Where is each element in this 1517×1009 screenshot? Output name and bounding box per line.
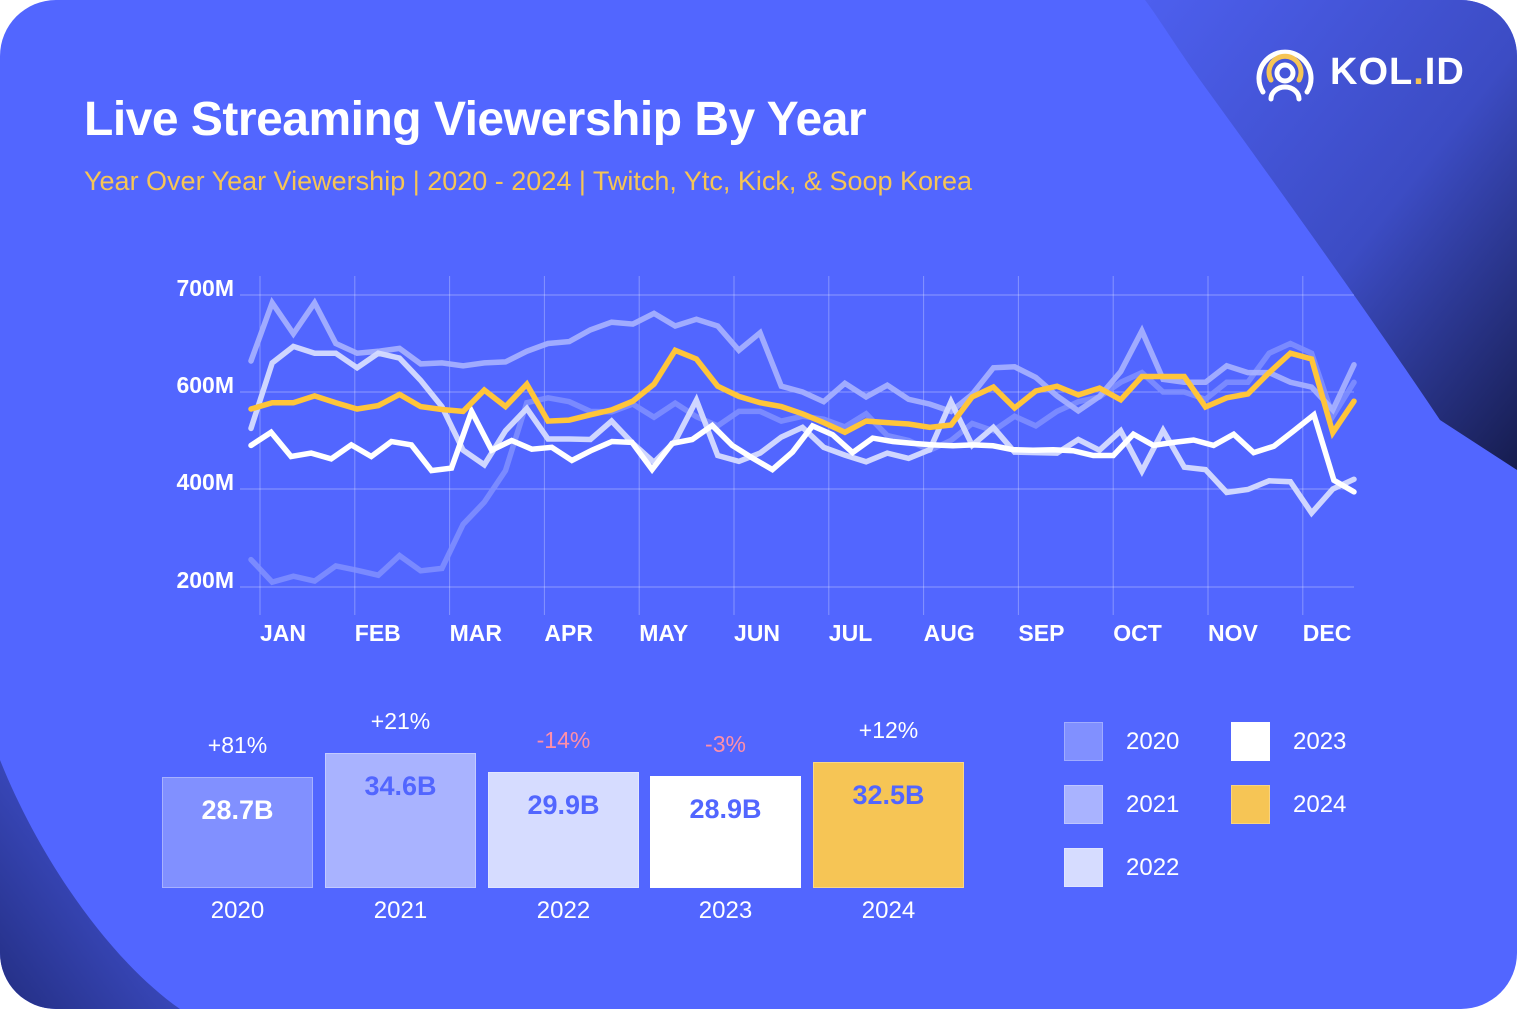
legend-swatch — [1064, 785, 1103, 824]
bar-change-label: +81% — [207, 732, 268, 758]
bar-category-label: 2020 — [210, 897, 265, 924]
x-tick-label: OCT — [1113, 620, 1162, 646]
bar-change-label: +12% — [858, 716, 919, 743]
legend-label: 2021 — [1126, 790, 1180, 818]
broadcast-person-icon — [1256, 49, 1314, 102]
top-right-curl — [1145, 0, 1517, 470]
bar-category-label: 2024 — [861, 897, 916, 924]
x-tick-label: APR — [544, 620, 593, 646]
bar-category-label: 2022 — [536, 897, 591, 924]
bar-value-label: 32.5B — [852, 779, 925, 810]
brand-logo[interactable]: KOL.ID — [1254, 42, 1465, 102]
legend-swatch — [1231, 722, 1270, 761]
bar-change-label: +21% — [370, 708, 431, 734]
legend-item-2022: 2022 — [1064, 848, 1179, 887]
legend-label: 2024 — [1293, 790, 1347, 818]
y-tick-label: 600M — [176, 372, 234, 398]
y-tick-label: 700M — [176, 275, 234, 301]
series-line-2024 — [248, 346, 1357, 440]
bar-value-label: 29.9B — [527, 790, 600, 821]
x-tick-label: AUG — [924, 620, 975, 646]
x-tick-label: JUN — [734, 620, 780, 646]
x-tick-label: JUL — [829, 620, 872, 646]
legend-item-2021: 2021 — [1064, 785, 1179, 824]
bar-2023: 28.9B — [650, 776, 801, 888]
bar-category-label: 2021 — [373, 897, 428, 924]
x-tick-label: DEC — [1303, 620, 1352, 646]
x-tick-label: JAN — [260, 620, 306, 646]
x-tick-label: SEP — [1018, 620, 1064, 646]
legend-label: 2022 — [1126, 853, 1180, 881]
bar-2020: 28.7B — [162, 777, 313, 888]
page-subtitle: Year Over Year Viewership | 2020 - 2024 … — [84, 166, 973, 196]
bar-category-label: 2023 — [698, 897, 753, 924]
brand-name: KOL.ID — [1330, 51, 1465, 94]
x-tick-label: MAR — [450, 620, 503, 646]
bar-value-label: 34.6B — [364, 771, 437, 801]
page-title: Live Streaming Viewership By Year — [84, 93, 867, 146]
legend-swatch — [1231, 785, 1270, 824]
legend-swatch — [1064, 722, 1103, 761]
bar-2024: 32.5B — [813, 761, 964, 888]
legend-swatch — [1064, 848, 1103, 887]
series-line-2023 — [248, 404, 1357, 495]
bottom-left-curl — [0, 760, 180, 1009]
legend-item-2023: 2023 — [1231, 722, 1346, 761]
bar-change-label: -14% — [536, 727, 591, 754]
legend-item-2024: 2024 — [1231, 785, 1346, 824]
legend-label: 2023 — [1293, 727, 1347, 755]
x-tick-label: MAY — [639, 620, 688, 646]
x-tick-label: NOV — [1208, 620, 1259, 646]
bar-2022: 29.9B — [488, 772, 639, 888]
brand-name-dot: . — [1413, 50, 1425, 93]
series-line-2021 — [248, 296, 1357, 415]
bar-value-label: 28.9B — [689, 794, 762, 825]
bar-value-label: 28.7B — [201, 795, 274, 825]
bar-2021: 34.6B — [325, 753, 476, 888]
bar-change-label: -3% — [705, 731, 746, 758]
legend-item-2020: 2020 — [1064, 722, 1179, 761]
legend-label: 2020 — [1126, 727, 1180, 755]
brand-name-end: ID — [1424, 50, 1465, 93]
y-tick-label: 200M — [176, 567, 234, 593]
brand-name-main: KOL — [1330, 50, 1414, 93]
x-tick-label: FEB — [355, 620, 401, 646]
y-tick-label: 400M — [176, 469, 234, 495]
